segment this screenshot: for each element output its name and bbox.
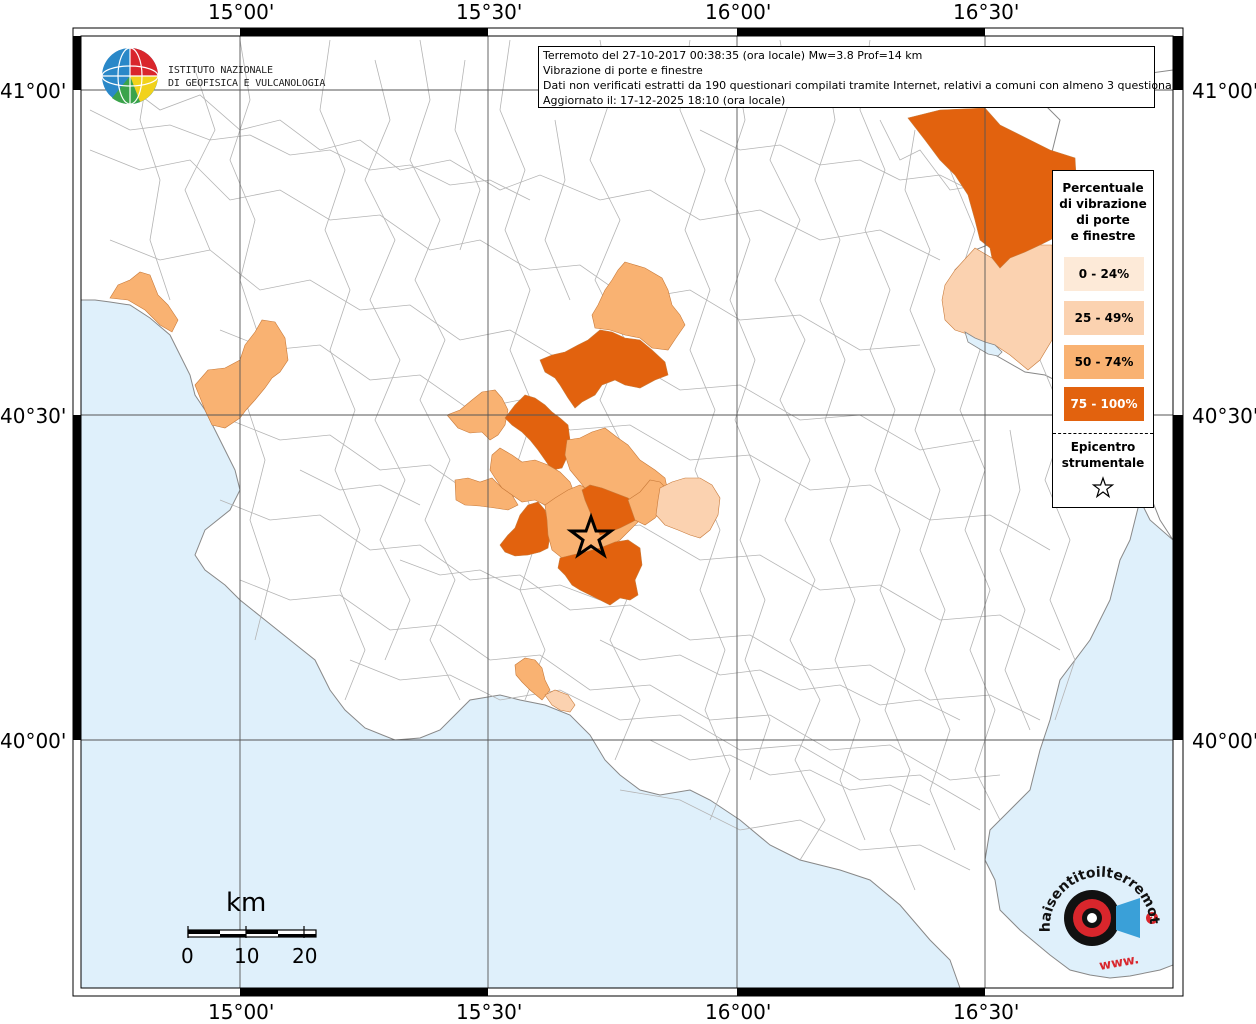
scale-unit: km xyxy=(226,888,267,918)
legend-item: 0 - 24% xyxy=(1064,257,1144,291)
map-frame xyxy=(72,27,1184,997)
lat-tick-right-1: 41°00' xyxy=(1192,79,1256,103)
legend-title: Percentuale di vibrazione di porte e fin… xyxy=(1059,181,1147,243)
event-info-line: Aggiornato il: 17-12-2025 18:10 (ora loc… xyxy=(543,94,786,107)
scale-label: 10 xyxy=(234,944,260,968)
legend-item: 25 - 49% xyxy=(1064,301,1144,335)
scale-label: 0 xyxy=(181,944,194,968)
legend-item: 50 - 74% xyxy=(1064,345,1144,379)
municipality-region xyxy=(539,329,669,409)
scale-bar xyxy=(187,926,317,938)
lon-tick-top-1: 15°00' xyxy=(208,0,275,24)
svg-text:?: ? xyxy=(1149,915,1154,925)
municipality-region xyxy=(194,319,289,429)
ingv-name-line1: ISTITUTO NAZIONALE xyxy=(168,65,273,76)
lon-tick-top-3: 16°00' xyxy=(705,0,772,24)
epicenter-star-icon xyxy=(566,512,616,559)
municipal-borders xyxy=(89,39,1076,891)
municipality-region xyxy=(544,689,576,713)
lon-tick-bottom-4: 16°30' xyxy=(953,1000,1020,1024)
choropleth-layer xyxy=(109,107,1079,713)
event-info-box: Terremoto del 27-10-2017 00:38:35 (ora l… xyxy=(538,46,1183,108)
lon-tick-bottom-2: 15°30' xyxy=(456,1000,523,1024)
legend-item: 75 - 100% xyxy=(1064,387,1144,421)
legend-epicenter-label: Epicentro strumentale xyxy=(1061,440,1145,470)
lat-tick-left-3: 40°00' xyxy=(0,729,67,753)
ingv-name-line2: DI GEOFISICA E VULCANOLOGIA xyxy=(168,78,326,89)
ingv-name: ISTITUTO NAZIONALE DI GEOFISICA E VULCAN… xyxy=(168,64,325,90)
event-info-line: Vibrazione di porte e finestre xyxy=(543,64,703,77)
lon-tick-bottom-3: 16°00' xyxy=(705,1000,772,1024)
lat-tick-left-1: 41°00' xyxy=(0,79,67,103)
lake-feature xyxy=(964,331,1003,357)
lat-tick-right-3: 40°00' xyxy=(1192,729,1256,753)
lon-tick-bottom-1: 15°00' xyxy=(208,1000,275,1024)
hst-logo-url: www. xyxy=(1098,952,1140,974)
event-info-line: Terremoto del 27-10-2017 00:38:35 (ora l… xyxy=(543,49,923,62)
lat-tick-right-2: 40°30' xyxy=(1192,404,1256,428)
municipality-region xyxy=(655,477,721,539)
municipality-region xyxy=(514,657,551,701)
event-info-line: Dati non verificati estratti da 190 ques… xyxy=(543,79,1183,92)
ingv-globe-icon xyxy=(101,47,159,105)
star-icon xyxy=(1091,476,1115,499)
hst-target-icon: ? haisentitoilterremoto.it www. xyxy=(1030,862,1162,974)
lon-tick-top-4: 16°30' xyxy=(953,0,1020,24)
municipality-region xyxy=(109,271,179,333)
municipality-region xyxy=(454,477,519,511)
legend: Percentuale di vibrazione di porte e fin… xyxy=(1052,170,1154,508)
lat-tick-left-2: 40°30' xyxy=(0,404,67,428)
lon-tick-top-2: 15°30' xyxy=(456,0,523,24)
legend-separator xyxy=(1053,433,1153,434)
municipality-region xyxy=(591,261,686,351)
scale-label: 20 xyxy=(292,944,318,968)
municipality-region xyxy=(941,244,1053,371)
